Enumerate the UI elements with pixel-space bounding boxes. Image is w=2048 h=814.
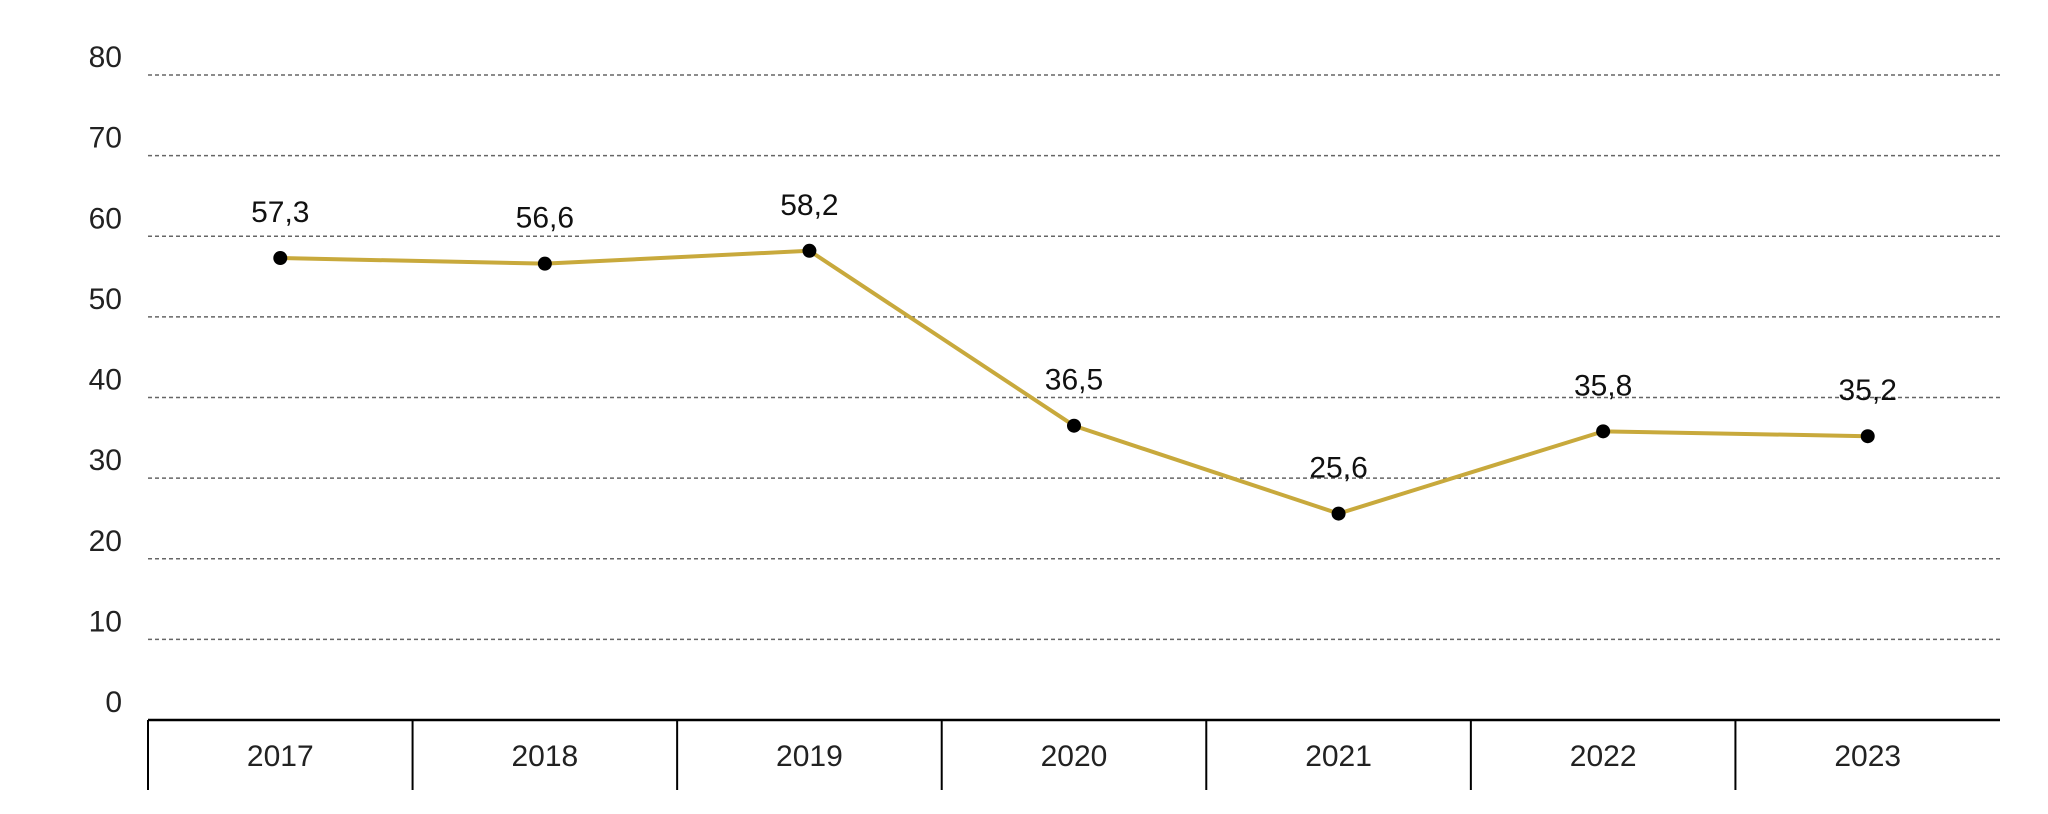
y-axis: 0 10 20 30 40 50 60 70 80 <box>89 41 122 719</box>
y-tick-label: 20 <box>89 525 122 558</box>
data-point <box>1596 424 1611 439</box>
data-point <box>802 243 817 258</box>
data-points <box>273 243 1875 521</box>
x-tick-label: 2017 <box>247 740 314 773</box>
x-tick-label: 2020 <box>1041 740 1108 773</box>
data-label: 25,6 <box>1309 452 1367 485</box>
data-point <box>537 256 552 271</box>
data-label: 35,2 <box>1839 374 1897 407</box>
data-label: 35,8 <box>1574 369 1632 402</box>
y-tick-label: 60 <box>89 202 122 235</box>
data-point <box>273 251 288 266</box>
y-tick-label: 0 <box>105 686 122 719</box>
x-axis: 2017 2018 2019 2020 2021 2022 2023 <box>147 718 2000 790</box>
gridlines <box>148 74 2000 641</box>
y-tick-label: 80 <box>89 41 122 74</box>
data-point <box>1331 506 1346 521</box>
x-tick-label: 2018 <box>511 740 578 773</box>
data-point <box>1860 429 1875 444</box>
data-point <box>1067 418 1081 433</box>
x-tick-label: 2021 <box>1305 740 1372 773</box>
y-tick-label: 40 <box>89 364 122 397</box>
data-labels: 57,3 56,6 58,2 36,5 25,6 35,8 35,2 <box>251 189 1897 485</box>
x-tick-label: 2023 <box>1834 740 1901 773</box>
x-tick-label: 2022 <box>1570 740 1637 773</box>
data-label: 58,2 <box>780 189 838 222</box>
y-tick-label: 70 <box>89 122 122 155</box>
y-tick-label: 10 <box>89 605 122 638</box>
data-label: 36,5 <box>1045 364 1103 397</box>
data-label: 57,3 <box>251 196 309 229</box>
y-tick-label: 50 <box>89 283 122 316</box>
x-tick-label: 2019 <box>776 740 843 773</box>
data-label: 56,6 <box>516 202 574 235</box>
y-tick-label: 30 <box>89 444 122 477</box>
